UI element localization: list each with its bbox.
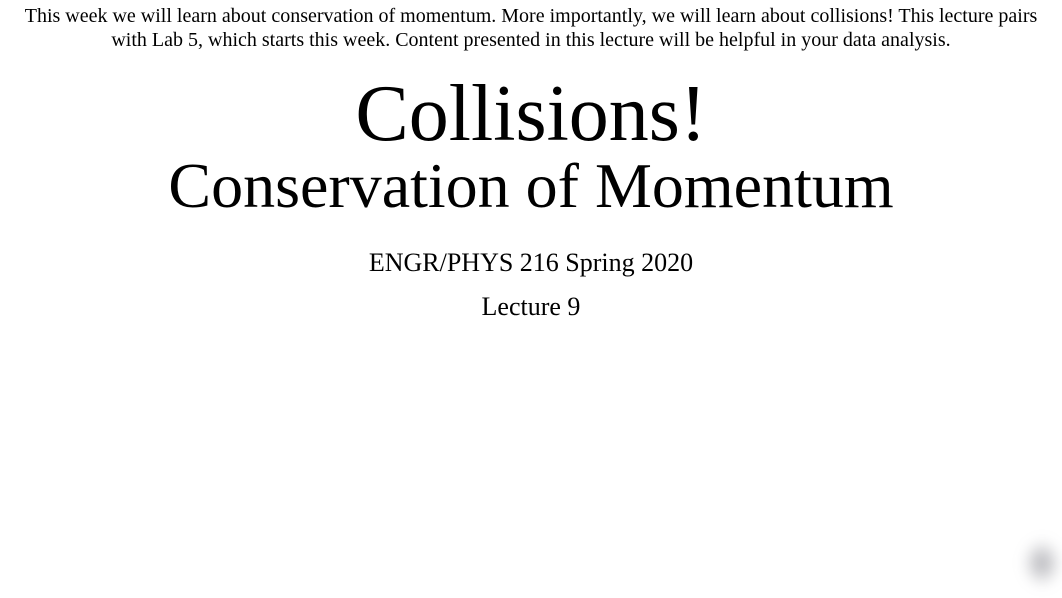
decorative-blur bbox=[1022, 538, 1062, 588]
title-subtitle: Conservation of Momentum bbox=[0, 146, 1062, 226]
title-block: Collisions! Conservation of Momentum bbox=[0, 74, 1062, 226]
course-line: ENGR/PHYS 216 Spring 2020 bbox=[0, 248, 1062, 278]
lecture-line: Lecture 9 bbox=[0, 292, 1062, 322]
title-main: Collisions! bbox=[0, 74, 1062, 154]
intro-paragraph: This week we will learn about conservati… bbox=[0, 0, 1062, 52]
